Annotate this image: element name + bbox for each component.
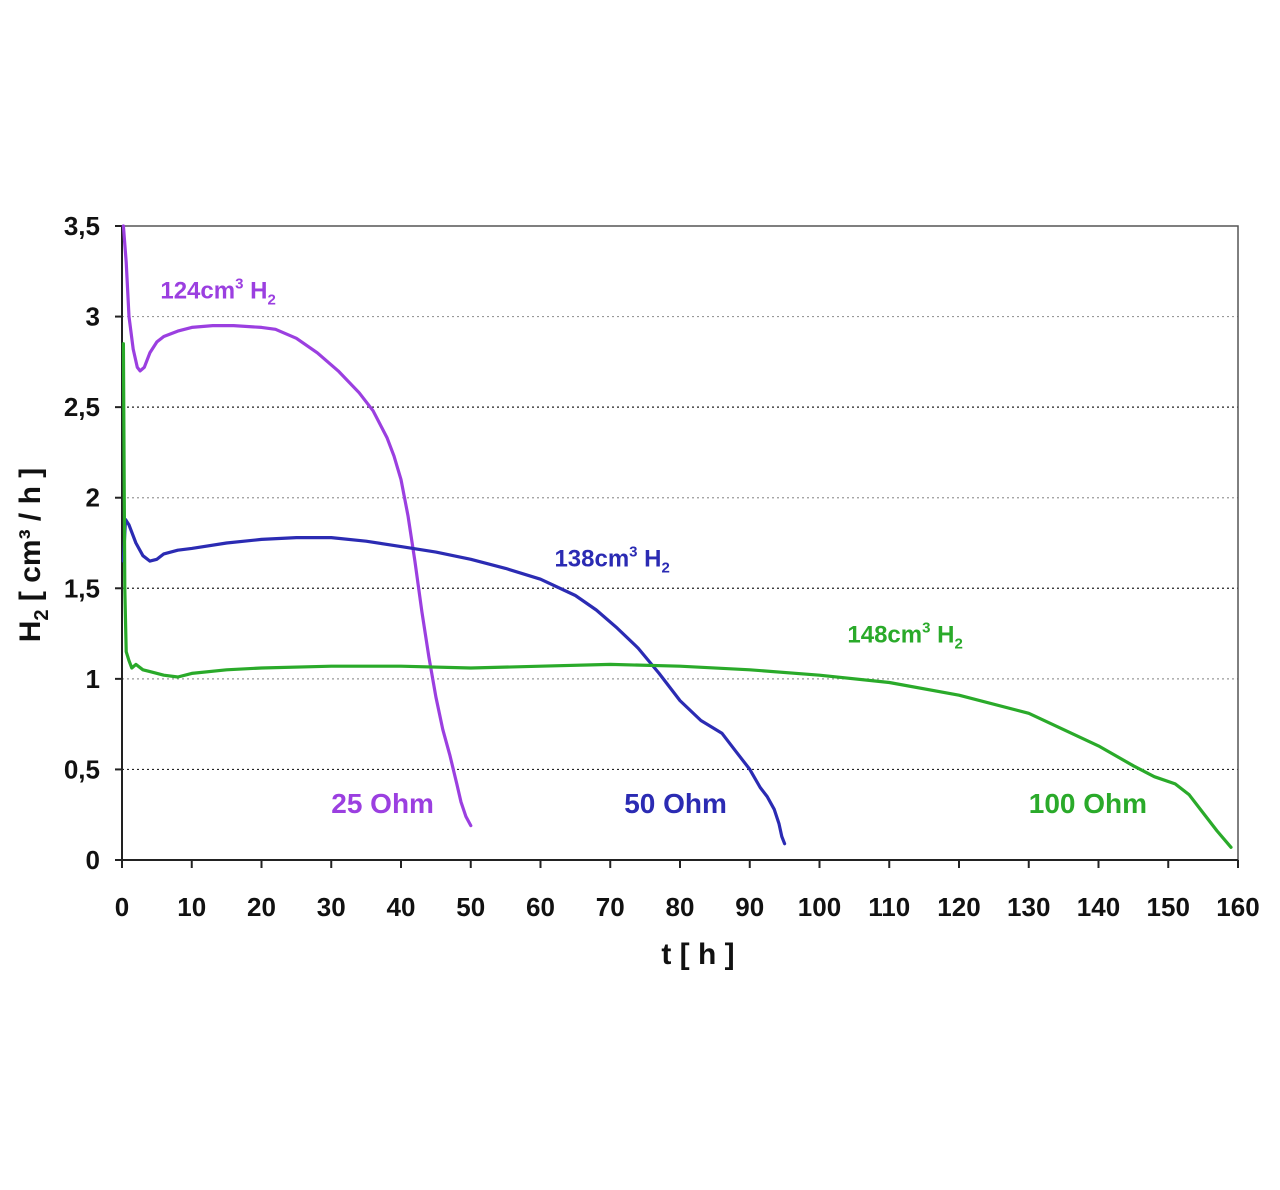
- y-tick-label: 1: [86, 664, 100, 694]
- y-axis-title-main: H: [14, 621, 47, 643]
- volume-sup: 3: [629, 544, 637, 561]
- volume-annotation-100-ohm: 148cm3 H2: [847, 620, 962, 653]
- plot-area-frame: [121, 225, 1239, 861]
- volume-annotation-25-ohm: 124cm3 H2: [160, 275, 275, 308]
- series-line-100-ohm: [121, 342, 1233, 849]
- volume-gas: H: [638, 546, 662, 573]
- x-tick-label: 10: [177, 892, 206, 922]
- volume-value: 124cm: [160, 277, 235, 304]
- y-ticks: 0 0,5 1 1,5 2 2,5 3 3,5: [64, 211, 122, 875]
- x-tick-label: 40: [387, 892, 416, 922]
- volume-sup: 3: [922, 620, 930, 637]
- y-axis-title: H2 [ cm³ / h ]: [14, 468, 53, 642]
- x-tick-label: 80: [666, 892, 695, 922]
- axes: [121, 226, 1238, 861]
- x-tick-label: 20: [247, 892, 276, 922]
- y-tick-label: 2,5: [64, 392, 100, 422]
- x-tick-label: 120: [937, 892, 980, 922]
- series-layer: [121, 224, 1233, 849]
- y-tick-label: 3,5: [64, 211, 100, 241]
- volume-gas: H: [243, 277, 267, 304]
- x-tick-label: 70: [596, 892, 625, 922]
- y-axis-title-rest: [ cm³ / h ]: [14, 468, 47, 610]
- series-label-100-ohm: 100 Ohm: [1029, 788, 1147, 819]
- volume-value: 148cm: [847, 622, 922, 649]
- y-tick-label: 0,5: [64, 754, 100, 784]
- series-label-50-ohm: 50 Ohm: [624, 788, 727, 819]
- x-tick-label: 110: [868, 892, 910, 922]
- volume-sup: 3: [235, 275, 243, 292]
- x-tick-label: 160: [1216, 892, 1259, 922]
- x-tick-label: 50: [456, 892, 485, 922]
- series-line-50-ohm: [121, 517, 787, 846]
- x-tick-label: 90: [735, 892, 764, 922]
- y-tick-label: 1,5: [64, 573, 100, 603]
- y-tick-label: 2: [86, 483, 100, 513]
- x-axis-title: t [ h ]: [661, 938, 734, 971]
- volume-value: 138cm: [554, 546, 629, 573]
- series-label-25-ohm: 25 Ohm: [331, 788, 434, 819]
- x-tick-label: 100: [798, 892, 841, 922]
- x-tick-label: 0: [115, 892, 129, 922]
- x-tick-label: 60: [526, 892, 555, 922]
- volume-sub: 2: [662, 560, 670, 577]
- volume-sub: 2: [954, 636, 962, 653]
- volume-annotation-50-ohm: 138cm3 H2: [554, 544, 669, 577]
- x-ticks: 0 10 20 30 40 50 60 70 80 90 100 110 120 130 140 150 160: [115, 860, 1260, 922]
- grid-lines: [122, 315, 1238, 771]
- volume-sub: 2: [267, 291, 275, 308]
- series-line-25-ohm: [121, 224, 473, 828]
- y-tick-label: 0: [86, 845, 100, 875]
- y-axis-title-sub: 2: [31, 609, 53, 620]
- x-tick-label: 130: [1007, 892, 1050, 922]
- x-tick-label: 150: [1147, 892, 1190, 922]
- volume-gas: H: [930, 622, 954, 649]
- y-tick-label: 3: [86, 302, 100, 332]
- x-tick-label: 140: [1077, 892, 1120, 922]
- x-tick-label: 30: [317, 892, 346, 922]
